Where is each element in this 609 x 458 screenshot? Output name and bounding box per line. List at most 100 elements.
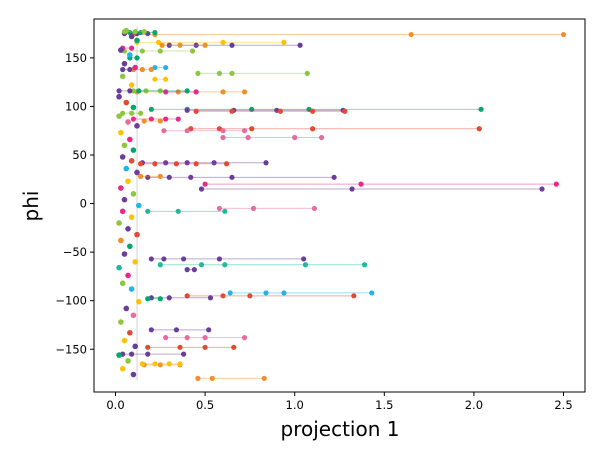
data-point-22-1 [229, 108, 235, 114]
cluster-point-31 [125, 226, 131, 232]
data-point-39-1 [191, 267, 197, 273]
cluster-point-30 [116, 220, 122, 226]
cluster-point-2 [134, 37, 140, 44]
data-point-31-0 [145, 174, 151, 180]
data-point-22-3 [310, 108, 316, 114]
data-point-50-3 [180, 351, 187, 357]
data-point-28-3 [318, 134, 325, 141]
data-point-36-2 [222, 208, 228, 214]
data-point-16-1 [143, 88, 149, 94]
data-point-16-2 [157, 88, 163, 94]
data-point-15-2 [220, 89, 226, 95]
data-point-40-3 [369, 290, 375, 296]
data-point-13-3 [304, 70, 310, 76]
x-axis: 0.0 0.5 1.0 1.5 2.0 2.5 [106, 392, 573, 412]
cluster-point-28 [119, 208, 126, 215]
data-point-41-3 [351, 293, 357, 299]
data-point-24-1 [148, 116, 154, 122]
data-point-17-0 [116, 88, 122, 94]
cluster-point-42 [123, 305, 130, 312]
cluster-point-19 [119, 154, 126, 160]
data-point-31-1 [166, 174, 172, 180]
x-tick-label: 1.0 [286, 398, 304, 412]
data-point-38-1 [198, 262, 205, 268]
cluster-point-21 [123, 165, 130, 172]
data-point-33-0 [202, 181, 208, 187]
cluster-point-37 [116, 264, 122, 271]
data-point-48-0 [139, 361, 145, 367]
data-point-9-1 [134, 55, 140, 61]
cluster-point-13 [125, 119, 131, 125]
data-point-43-0 [145, 296, 151, 302]
data-point-18-0 [136, 88, 142, 94]
data-point-44-1 [173, 327, 180, 333]
data-point-19-0 [163, 89, 169, 95]
data-point-26-4 [476, 126, 482, 132]
data-point-24-2 [163, 116, 169, 122]
cluster-point-51 [130, 371, 137, 378]
data-point-49-1 [209, 375, 215, 382]
data-point-30-3 [193, 161, 199, 167]
data-point-29-2 [184, 160, 190, 166]
cluster-point-45 [127, 329, 133, 336]
data-point-45-1 [184, 335, 190, 341]
data-point-35-2 [311, 205, 318, 212]
data-point-40-2 [281, 290, 287, 296]
cluster-point-24 [118, 185, 124, 191]
y-tick-label: −100 [55, 294, 87, 308]
plot-area-frame [93, 18, 586, 393]
data-point-28-0 [220, 134, 226, 141]
cluster-point-49 [125, 358, 131, 364]
data-point-18-1 [184, 88, 190, 94]
data-point-31-2 [188, 174, 194, 180]
cluster-point-50 [119, 365, 126, 372]
data-point-45-0 [163, 335, 169, 341]
cluster-point-4 [127, 52, 133, 58]
data-point-39-0 [184, 267, 190, 273]
data-point-28-2 [292, 134, 298, 141]
data-point-50-1 [129, 351, 135, 357]
data-point-31-3 [229, 174, 235, 180]
data-point-32-0 [137, 173, 144, 179]
cluster-point-8 [128, 82, 135, 88]
cluster-point-48 [116, 352, 122, 358]
data-point-49-2 [261, 375, 267, 382]
data-point-12-1 [127, 66, 133, 73]
y-tick-label: 150 [65, 51, 87, 65]
data-point-34-0 [198, 186, 205, 192]
data-point-0-3 [560, 31, 567, 38]
data-point-38-2 [222, 262, 228, 268]
data-point-20-0 [148, 106, 154, 112]
data-point-12-0 [120, 66, 126, 73]
data-point-48-1 [152, 361, 158, 367]
data-point-37-1 [161, 256, 167, 262]
x-tick-label: 1.5 [375, 398, 393, 412]
cluster-point-44 [118, 319, 124, 325]
cluster-point-36 [132, 259, 139, 265]
data-point-13-2 [229, 70, 235, 76]
cluster-point-20 [128, 158, 135, 164]
data-point-40-1 [263, 290, 269, 296]
cluster-point-43 [130, 312, 137, 319]
data-point-41-1 [220, 293, 226, 299]
data-point-34-1 [349, 186, 355, 192]
data-point-46-1 [177, 344, 183, 350]
y-tick-label: −50 [63, 245, 87, 259]
data-point-37-3 [216, 256, 223, 262]
cluster-point-11 [130, 104, 137, 111]
data-point-6-0 [159, 42, 165, 48]
data-point-37-4 [301, 256, 307, 262]
cluster-point-29 [128, 214, 135, 220]
y-tick-label: −150 [55, 342, 87, 356]
data-point-24-3 [175, 116, 181, 122]
data-point-48-2 [166, 361, 172, 367]
y-axis: −150 −100 −50 0 50 100 150 [55, 51, 94, 356]
data-point-44-0 [148, 327, 154, 333]
plot-marks [116, 26, 567, 382]
cluster-point-35 [121, 251, 128, 257]
data-point-13-0 [195, 70, 201, 76]
data-point-5-0 [166, 42, 172, 48]
cluster-point-3 [118, 47, 124, 53]
data-point-6-1 [177, 42, 183, 48]
